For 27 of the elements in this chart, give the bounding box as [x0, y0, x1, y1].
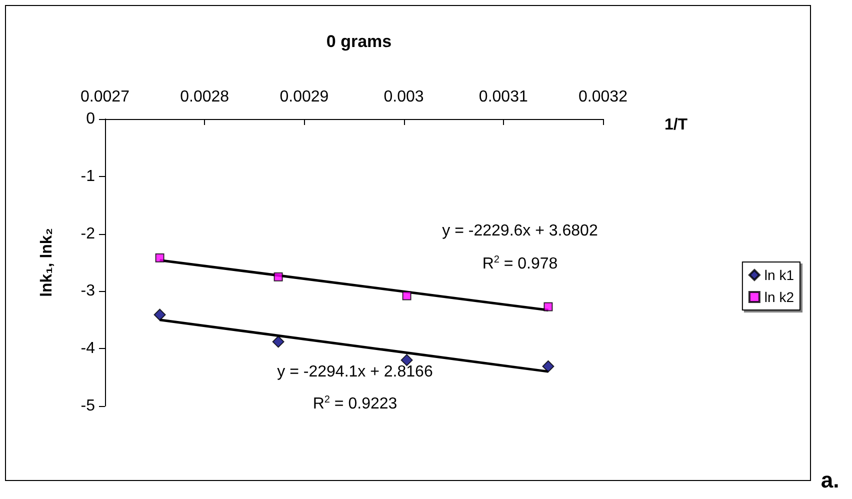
x-tick-label: 0.0032	[578, 88, 628, 106]
x-tick-label: 0.0031	[478, 88, 528, 106]
point	[542, 360, 554, 372]
x-axis-title: 1/T	[664, 116, 688, 134]
x-tick-label: 0.0029	[280, 88, 329, 106]
point	[274, 272, 283, 282]
point	[272, 336, 284, 348]
legend-label: ln k1	[764, 267, 794, 283]
y-tick-label: -4	[80, 340, 96, 358]
annotation: y = -2229.6x + 3.6802	[442, 222, 598, 240]
y-tick-label: -2	[80, 225, 96, 242]
chart-title: 0 grams	[326, 32, 392, 51]
annotation: y = -2294.1x + 2.8166	[277, 364, 433, 380]
point	[402, 291, 412, 300]
point	[154, 308, 166, 321]
y-tick-label: -5	[80, 398, 96, 414]
y-axis-title: lnk₁, lnk₂	[38, 228, 56, 297]
y-tick-label: 0	[86, 110, 96, 128]
text: a.	[820, 468, 840, 492]
point	[155, 253, 164, 262]
legend-label: ln k2	[764, 289, 794, 305]
y-tick-label: -3	[80, 282, 96, 300]
y-tick-label: -1	[80, 168, 96, 185]
point	[544, 302, 553, 312]
x-tick-label: 0.0028	[180, 88, 230, 106]
x-tick-label: 0.003	[384, 88, 424, 106]
x-tick-label: 0.0027	[80, 88, 130, 106]
